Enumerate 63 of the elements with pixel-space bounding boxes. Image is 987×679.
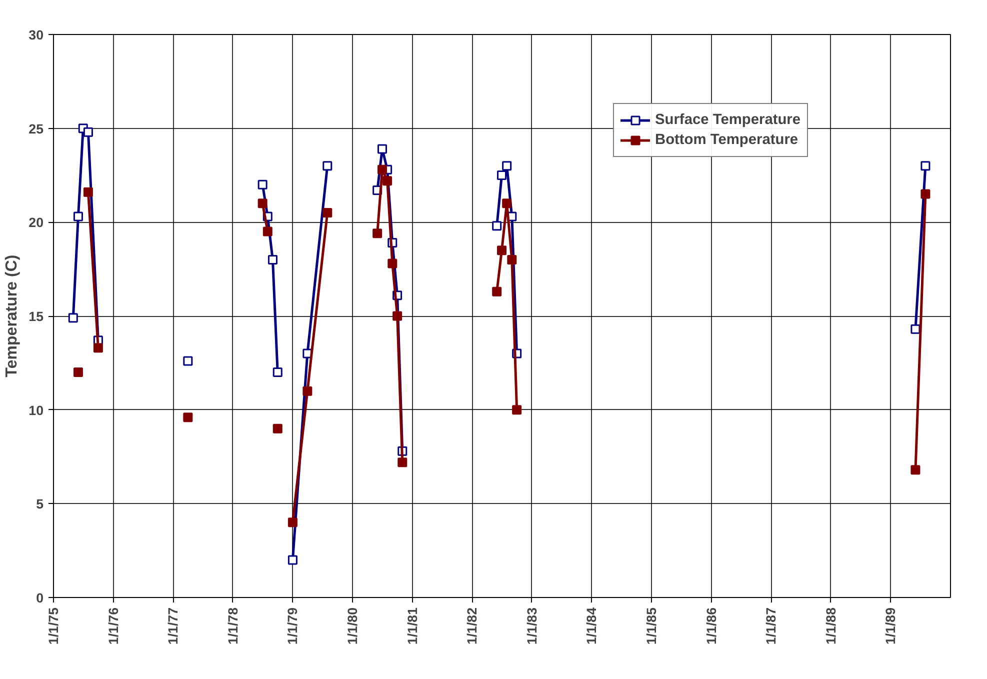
point xyxy=(288,518,298,528)
point xyxy=(497,170,507,180)
point xyxy=(183,412,193,422)
x-tick-label: 1/1/88 xyxy=(823,607,838,645)
point xyxy=(302,386,312,396)
y-tick-label: 5 xyxy=(36,496,44,512)
legend-label: Bottom Temperature xyxy=(655,132,798,148)
point xyxy=(398,458,408,468)
point xyxy=(322,161,332,171)
y-tick-label: 0 xyxy=(36,590,44,606)
y-tick-label: 30 xyxy=(28,28,44,42)
y-axis-title: Temperature (C) xyxy=(4,254,21,378)
point xyxy=(73,212,83,222)
point xyxy=(920,189,930,199)
point xyxy=(262,226,272,236)
x-tick-label: 1/1/75 xyxy=(46,606,61,645)
point xyxy=(258,180,268,190)
point xyxy=(377,164,387,174)
point xyxy=(272,368,282,378)
point xyxy=(258,198,268,208)
x-tick-label: 1/1/83 xyxy=(524,607,540,645)
point xyxy=(183,356,193,366)
point xyxy=(910,324,920,334)
x-tick-label: 1/1/82 xyxy=(464,607,480,645)
y-tick-label: 15 xyxy=(28,309,44,324)
point xyxy=(512,405,522,415)
x-tick-label: 1/1/84 xyxy=(584,606,600,645)
point xyxy=(272,424,282,434)
point xyxy=(492,286,502,296)
y-tick-label: 20 xyxy=(28,215,44,230)
x-tick-label: 1/1/87 xyxy=(764,607,779,645)
point xyxy=(68,313,78,323)
x-tick-label: 1/1/78 xyxy=(225,607,240,645)
point xyxy=(502,198,512,208)
x-tick-label: 1/1/76 xyxy=(106,607,121,645)
point xyxy=(910,465,920,475)
point xyxy=(288,555,298,565)
x-tick-label: 1/1/89 xyxy=(883,607,898,645)
x-tick-label: 1/1/77 xyxy=(166,607,181,645)
point xyxy=(83,127,93,137)
point xyxy=(372,228,382,238)
point xyxy=(392,311,402,321)
point xyxy=(322,208,332,218)
point xyxy=(73,368,83,378)
point xyxy=(268,254,278,264)
point xyxy=(388,258,398,268)
point xyxy=(382,176,392,186)
x-tick-label: 1/1/79 xyxy=(285,607,300,645)
x-tick-label: 1/1/80 xyxy=(344,607,360,645)
point xyxy=(492,221,502,231)
legend-label: Surface Temperature xyxy=(655,112,801,128)
x-tick-label: 1/1/86 xyxy=(704,607,719,645)
y-tick-label: 25 xyxy=(28,121,44,136)
point xyxy=(502,161,512,171)
x-tick-label: 1/1/81 xyxy=(404,606,420,645)
y-tick-label: 10 xyxy=(28,402,44,418)
point xyxy=(377,144,387,154)
point xyxy=(497,246,507,256)
point xyxy=(507,254,517,264)
point xyxy=(93,343,103,353)
point xyxy=(920,161,930,171)
point xyxy=(83,187,93,197)
x-tick-label: 1/1/85 xyxy=(644,606,660,645)
